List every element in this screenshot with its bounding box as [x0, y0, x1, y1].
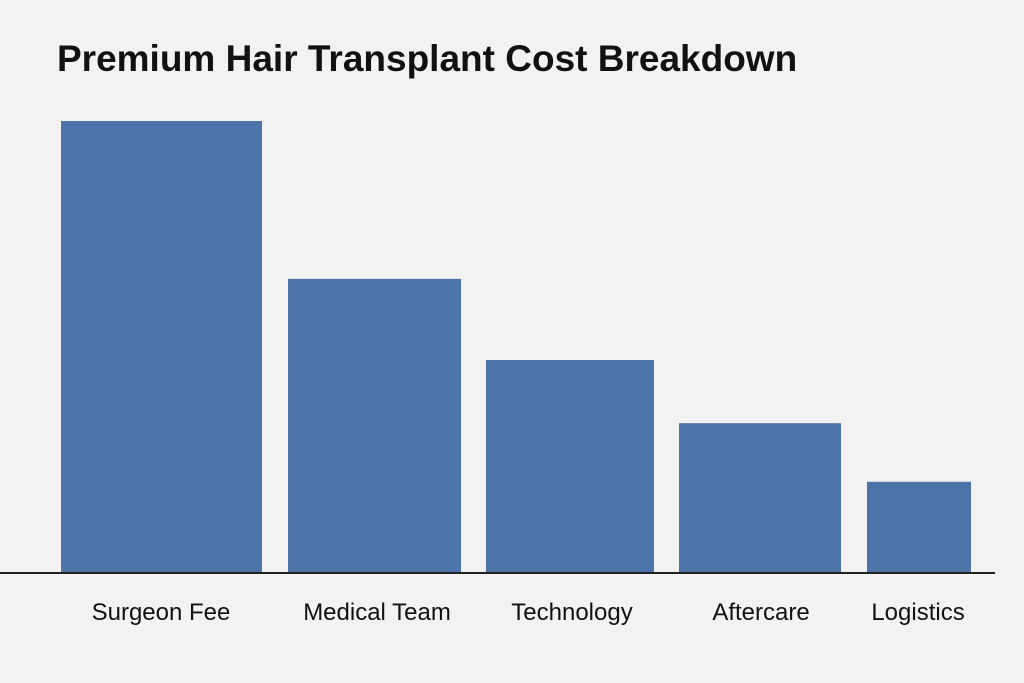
bar-surgeon-fee — [61, 121, 262, 572]
chart-title: Premium Hair Transplant Cost Breakdown — [57, 38, 798, 79]
category-label-medical-team: Medical Team — [303, 599, 451, 626]
category-labels-group: Surgeon Fee Medical Team Technology Afterca… — [92, 599, 965, 626]
category-label-aftercare: Aftercare — [712, 599, 809, 626]
bars-group — [61, 121, 971, 572]
category-label-logistics: Logistics — [871, 599, 964, 626]
bar-aftercare — [679, 423, 841, 572]
category-label-technology: Technology — [511, 599, 632, 626]
bar-medical-team — [288, 278, 461, 572]
bar-technology — [486, 360, 654, 572]
category-label-surgeon-fee: Surgeon Fee — [92, 599, 231, 626]
bar-logistics — [867, 481, 971, 572]
